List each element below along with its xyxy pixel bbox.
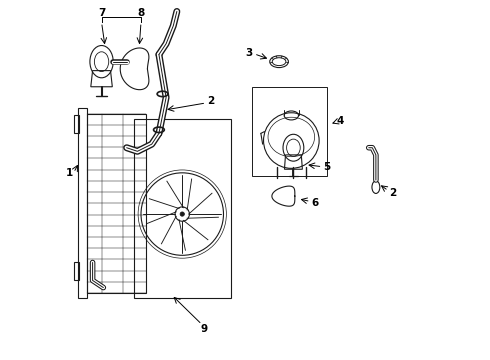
Bar <box>87 114 147 293</box>
Bar <box>134 119 231 298</box>
Text: 8: 8 <box>137 8 145 18</box>
Text: 2: 2 <box>207 96 215 106</box>
Text: 2: 2 <box>389 188 396 198</box>
Text: 5: 5 <box>323 162 330 172</box>
Text: 1: 1 <box>66 168 73 178</box>
Text: 7: 7 <box>98 8 105 18</box>
Text: 4: 4 <box>336 116 343 126</box>
Text: 9: 9 <box>200 324 207 334</box>
Text: 3: 3 <box>245 48 253 58</box>
Bar <box>74 262 79 280</box>
Bar <box>78 108 87 298</box>
Bar <box>74 116 79 134</box>
Text: 6: 6 <box>311 198 318 208</box>
Bar <box>252 87 327 176</box>
Circle shape <box>180 212 184 216</box>
